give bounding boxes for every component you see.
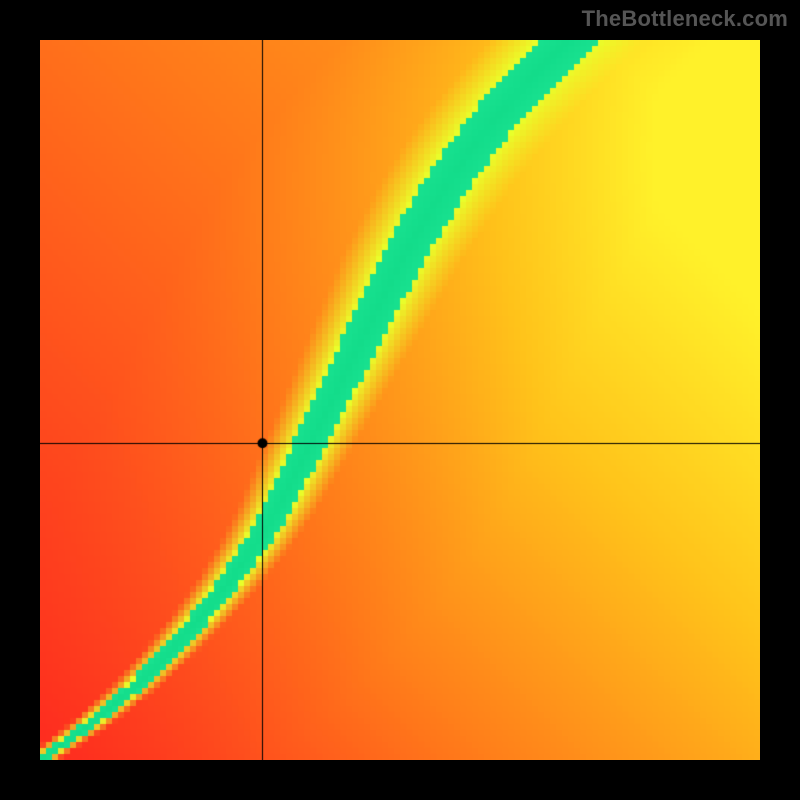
watermark-text: TheBottleneck.com (582, 6, 788, 32)
heatmap-canvas (40, 40, 760, 760)
heatmap-plot-area (40, 40, 760, 760)
page-root: TheBottleneck.com (0, 0, 800, 800)
